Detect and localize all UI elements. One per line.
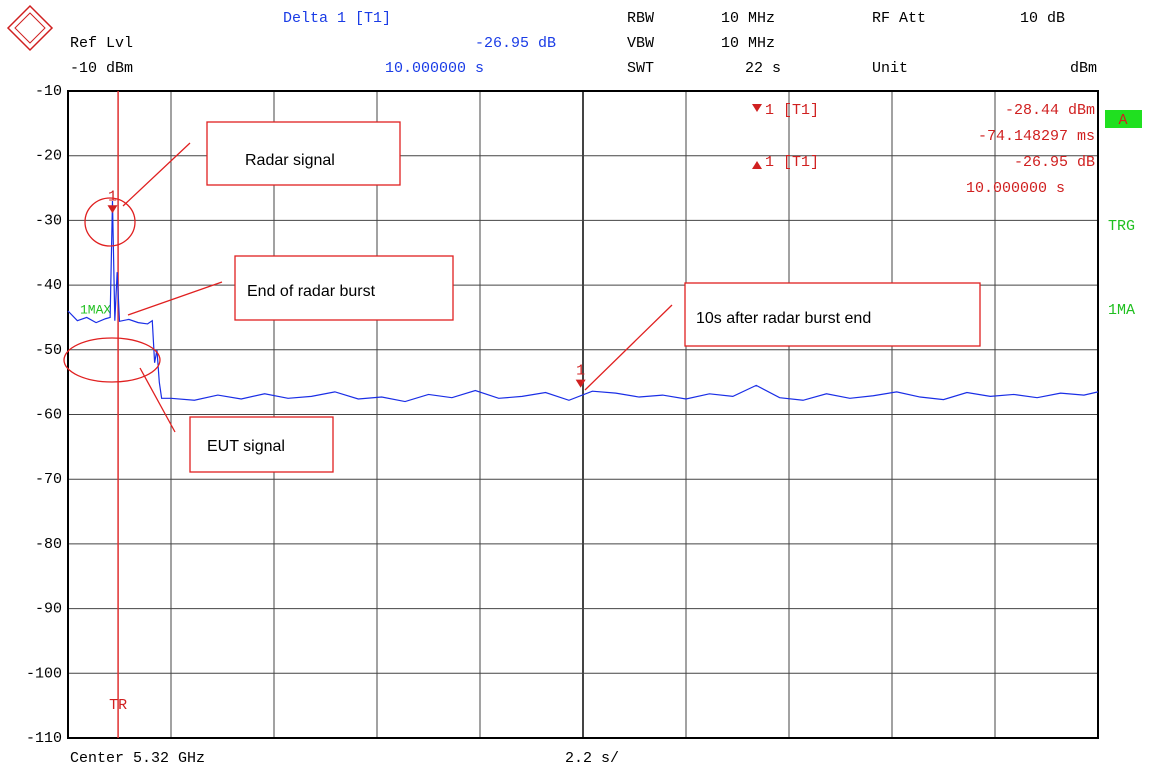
plot: -10 -20 -30 -40 -50 -60 -70 -80 -90 -100 -110 TR 1MA… — [26, 83, 1099, 747]
y-tick-label: -100 — [26, 665, 62, 682]
trigger-label: TR — [109, 697, 127, 714]
y-tick-label: -10 — [35, 83, 62, 100]
rf-att: 10 dB — [1020, 10, 1065, 27]
y-tick-label: -90 — [35, 601, 62, 618]
plot-frame — [67, 90, 1099, 739]
y-tick-label: -50 — [35, 342, 62, 359]
y-tick-label: -80 — [35, 536, 62, 553]
annotation: End of radar burst — [247, 283, 376, 300]
side-a: A — [1118, 112, 1127, 129]
delta-symbol — [752, 161, 762, 169]
footer-span: 2.2 s/ — [565, 750, 619, 767]
y-tick-label: -60 — [35, 406, 62, 423]
y-tick-label: -70 — [35, 471, 62, 488]
unit-label: Unit — [872, 60, 908, 77]
side-trg: TRG — [1108, 218, 1135, 235]
rbw: 10 MHz — [721, 10, 775, 27]
annotations — [63, 121, 981, 473]
y-tick-label: -40 — [35, 277, 62, 294]
logo — [6, 4, 54, 52]
marker-label: 1 — [108, 188, 117, 205]
y-tick-label: -30 — [35, 212, 62, 229]
ref-lvl: -10 dBm — [70, 60, 133, 77]
annotation: 10s after radar burst end — [696, 310, 871, 327]
annotation: Radar signal — [245, 152, 335, 169]
delta-title: Delta 1 [T1] — [283, 10, 391, 27]
delta-time: 10.000000 s — [385, 60, 484, 77]
m1-label: 1 [T1] — [765, 102, 819, 119]
side-ma: 1MA — [1108, 302, 1135, 319]
footer-center: Center 5.32 GHz — [70, 750, 205, 767]
annotation: EUT signal — [207, 438, 285, 455]
d1-time: 10.000000 s — [966, 180, 1065, 197]
a-box — [1105, 110, 1142, 128]
marker-label: 1 — [576, 363, 585, 380]
delta-value: -26.95 dB — [475, 35, 556, 52]
marker — [107, 205, 118, 214]
ref-lvl-label: Ref Lvl — [70, 35, 133, 52]
d1-label: 1 [T1] — [765, 154, 819, 171]
d1-value: -26.95 dB — [1014, 154, 1095, 171]
trace — [67, 200, 1099, 403]
m1-value: -28.44 dBm — [1005, 102, 1095, 119]
trace-label: 1MAX — [80, 302, 111, 317]
vbw-label: VBW — [627, 35, 654, 52]
swt-label: SWT — [627, 60, 654, 77]
vbw: 10 MHz — [721, 35, 775, 52]
marker-symbol — [752, 104, 762, 112]
y-tick-label: -20 — [35, 148, 62, 165]
swt: 22 s — [745, 60, 781, 77]
m1-time: -74.148297 ms — [978, 128, 1095, 145]
unit: dBm — [1070, 60, 1097, 77]
marker — [575, 379, 586, 388]
rbw-label: RBW — [627, 10, 654, 27]
y-tick-label: -110 — [26, 730, 62, 747]
rf-att-label: RF Att — [872, 10, 926, 27]
